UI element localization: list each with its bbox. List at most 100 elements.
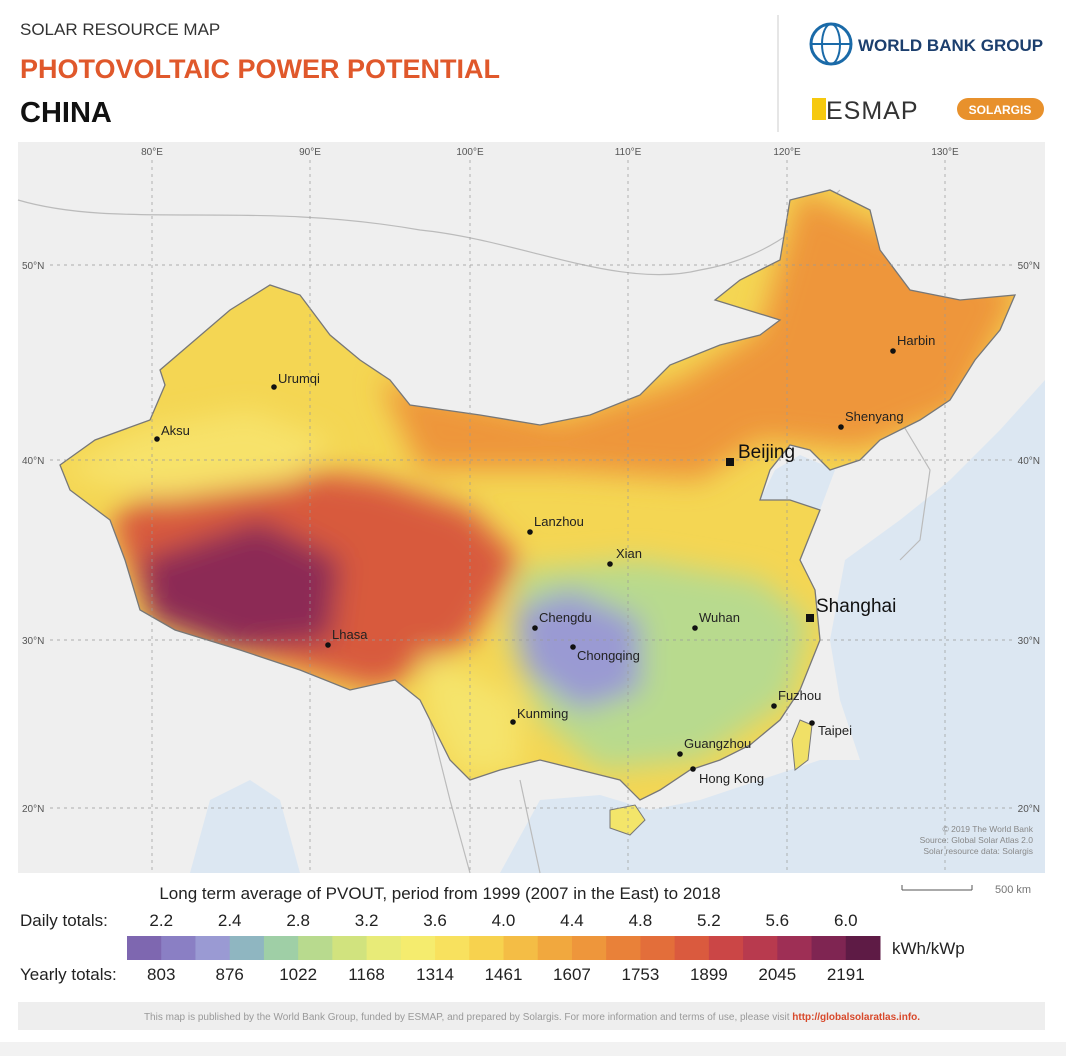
yearly-value: 1607 bbox=[553, 965, 591, 984]
city-label: Chengdu bbox=[539, 610, 592, 625]
esmap-mark bbox=[812, 98, 826, 120]
latitude-label: 20°N bbox=[1018, 804, 1040, 815]
city-marker bbox=[154, 436, 160, 442]
daily-value: 5.2 bbox=[697, 911, 721, 930]
latitude-label: 20°N bbox=[22, 804, 44, 815]
zone-sichuan bbox=[515, 590, 640, 710]
city-marker bbox=[677, 751, 683, 757]
color-swatch bbox=[400, 936, 436, 960]
city-marker bbox=[325, 642, 331, 648]
solargis-logo: SOLARGIS bbox=[957, 98, 1044, 120]
zone-yunnan bbox=[420, 650, 520, 775]
latitude-label: 40°N bbox=[1018, 456, 1040, 467]
yearly-value: 1461 bbox=[485, 965, 523, 984]
yearly-value: 876 bbox=[215, 965, 243, 984]
daily-value: 5.6 bbox=[765, 911, 789, 930]
scale-label: 500 km bbox=[995, 884, 1031, 896]
city-label: Chongqing bbox=[577, 648, 640, 663]
zone-north bbox=[380, 190, 1015, 480]
credit: Source: Global Solar Atlas 2.0 bbox=[920, 835, 1034, 845]
border bbox=[17, 189, 841, 276]
country: CHINA bbox=[20, 97, 112, 129]
color-swatch bbox=[743, 936, 778, 960]
color-swatch bbox=[229, 936, 265, 960]
city-marker bbox=[838, 424, 844, 430]
sea bbox=[830, 380, 1045, 873]
city-label: Kunming bbox=[517, 706, 568, 721]
color-swatch bbox=[298, 936, 333, 960]
color-swatch bbox=[537, 936, 573, 960]
color-swatch bbox=[606, 936, 641, 960]
city-label: Xian bbox=[616, 546, 642, 561]
footer-text: This map is published by the World Bank … bbox=[144, 1012, 792, 1023]
bohai-sea bbox=[760, 455, 835, 510]
zone-tarim bbox=[60, 410, 330, 500]
daily-value: 4.4 bbox=[560, 911, 584, 930]
city-label: Lanzhou bbox=[534, 514, 584, 529]
city-marker bbox=[532, 625, 538, 631]
daily-value: 4.8 bbox=[629, 911, 653, 930]
color-swatch bbox=[195, 936, 231, 960]
yearly-value: 1022 bbox=[279, 965, 317, 984]
color-swatch bbox=[161, 936, 196, 960]
solargis-mark bbox=[957, 98, 1044, 120]
city-label: Fuzhou bbox=[778, 688, 821, 703]
map: 80°E 90°E 100°E 110°E 120°E 130°E 50°N 50°N 40°N… bbox=[17, 142, 1045, 874]
color-swatch bbox=[263, 936, 299, 960]
zone-tibet-south bbox=[140, 520, 340, 650]
color-swatch bbox=[435, 936, 470, 960]
yearly-value: 2191 bbox=[827, 965, 865, 984]
latitude-label: 50°N bbox=[22, 261, 44, 272]
esmap-logo: ESMAP bbox=[812, 97, 918, 125]
city-label: Lhasa bbox=[332, 627, 368, 642]
longitude-label: 90°E bbox=[299, 147, 321, 158]
color-swatch bbox=[845, 936, 881, 960]
world-bank-logo: WORLD BANK GROUP bbox=[809, 22, 1043, 66]
south-china-sea bbox=[500, 760, 860, 873]
yearly-value: 1899 bbox=[690, 965, 728, 984]
color-swatch bbox=[332, 936, 368, 960]
color-swatch bbox=[127, 936, 162, 960]
longitude-label: 100°E bbox=[456, 147, 484, 158]
unit: kWh/kWp bbox=[892, 939, 965, 958]
longitude-label: 110°E bbox=[615, 147, 642, 158]
latitude-label: 40°N bbox=[22, 456, 44, 467]
color-swatch bbox=[366, 936, 402, 960]
bay-of-bengal bbox=[190, 780, 300, 873]
daily-value: 6.0 bbox=[834, 911, 858, 930]
footer-link[interactable]: http://globalsolaratlas.info. bbox=[792, 1012, 920, 1023]
city-marker bbox=[809, 720, 815, 726]
footer-bar bbox=[18, 1002, 1045, 1030]
city-label: Beijing bbox=[738, 442, 795, 463]
city-label: Taipei bbox=[818, 723, 852, 738]
city-label: Shenyang bbox=[845, 409, 904, 424]
longitude-label: 80°E bbox=[141, 147, 163, 158]
yearly-label: Yearly totals: bbox=[20, 965, 117, 984]
bottom-band bbox=[0, 1042, 1066, 1056]
graticule: 80°E 90°E 100°E 110°E 120°E 130°E 50°N 50°N 40°N… bbox=[22, 147, 1040, 873]
city-marker bbox=[690, 766, 696, 772]
color-swatch bbox=[811, 936, 847, 960]
logo-text: WORLD BANK GROUP bbox=[858, 36, 1043, 55]
daily-value: 3.2 bbox=[355, 911, 379, 930]
color-swatch bbox=[708, 936, 744, 960]
legend-title: Long term average of PVOUT, period from … bbox=[159, 884, 720, 903]
yearly-value: 1168 bbox=[348, 965, 385, 984]
city-label: Aksu bbox=[161, 423, 190, 438]
yearly-value: 803 bbox=[147, 965, 175, 984]
city-marker bbox=[890, 348, 896, 354]
city-marker bbox=[527, 529, 533, 535]
hainan bbox=[609, 804, 646, 836]
city-marker bbox=[726, 458, 734, 466]
title: PHOTOVOLTAIC POWER POTENTIAL bbox=[20, 54, 500, 84]
latitude-label: 30°N bbox=[22, 636, 44, 647]
daily-value: 2.8 bbox=[286, 911, 310, 930]
city-label: Hong Kong bbox=[699, 771, 764, 786]
color-swatch bbox=[640, 936, 676, 960]
city-label: Guangzhou bbox=[684, 736, 751, 751]
logo-text: SOLARGIS bbox=[969, 103, 1032, 117]
border bbox=[429, 719, 541, 874]
color-swatch bbox=[503, 936, 539, 960]
yearly-value: 1314 bbox=[416, 965, 454, 984]
